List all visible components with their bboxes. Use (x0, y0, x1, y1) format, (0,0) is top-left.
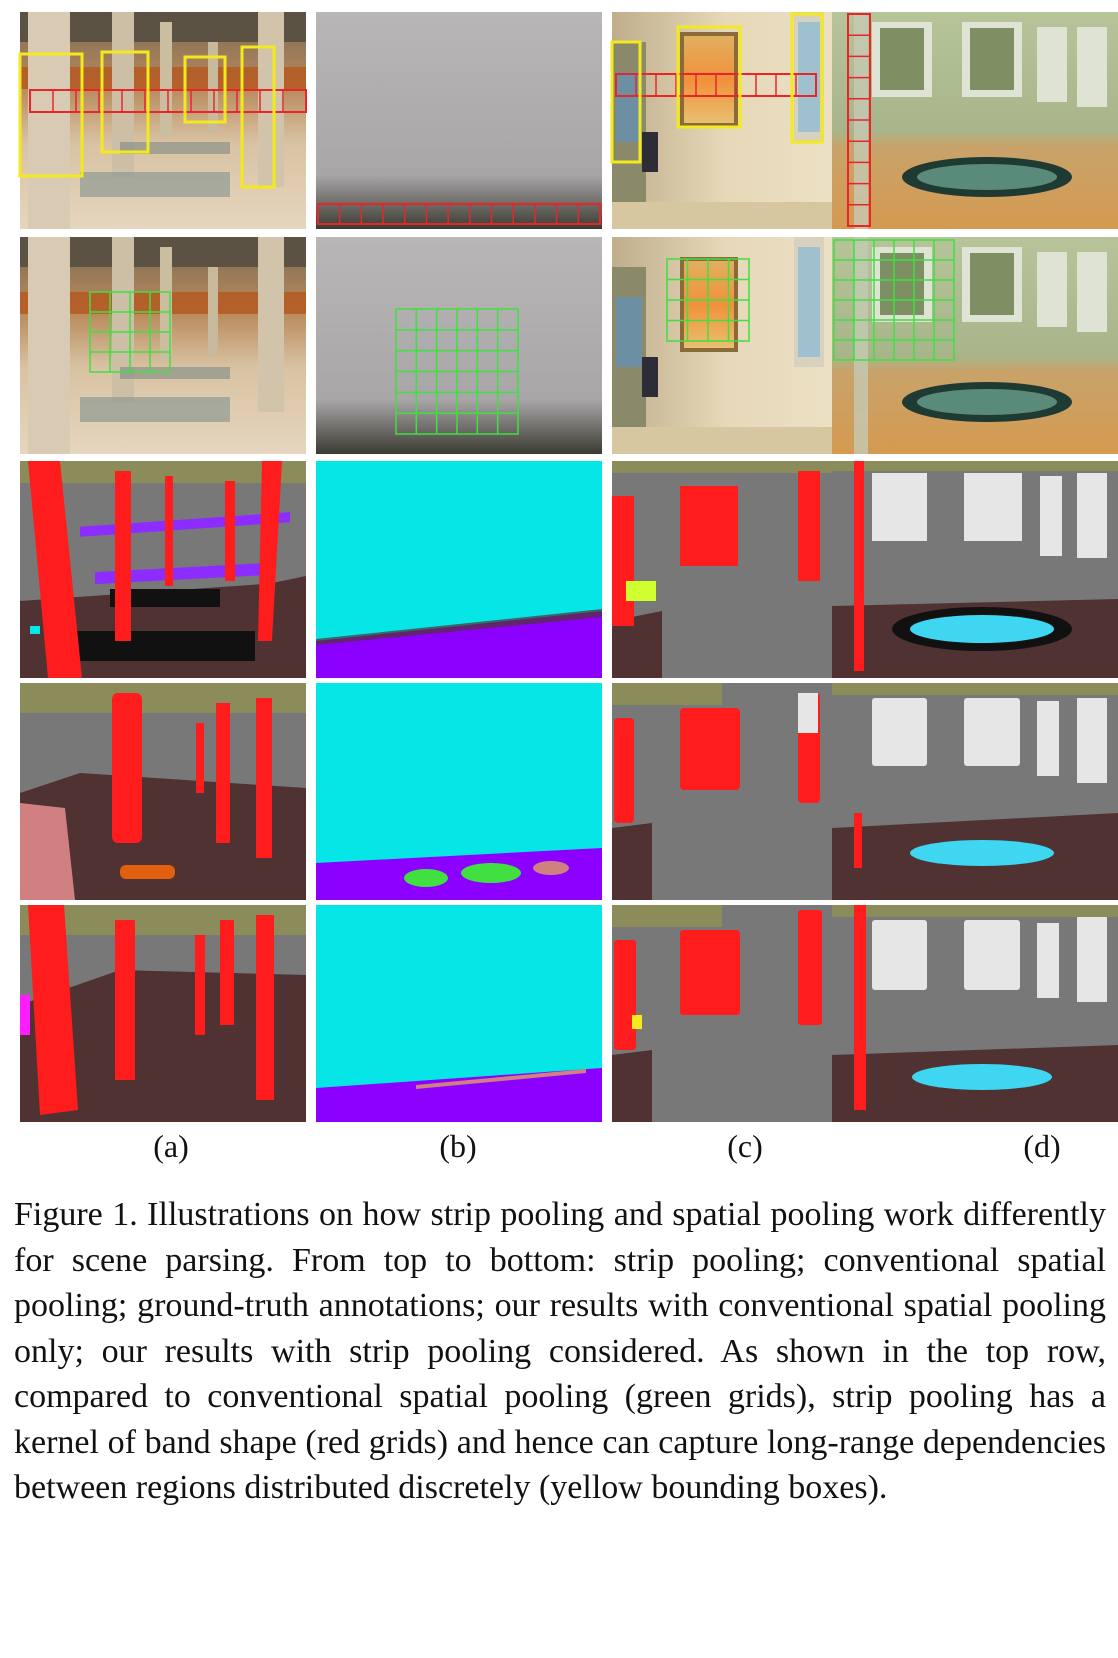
green-spatial-grid (666, 258, 750, 342)
green-spatial-grid (89, 291, 171, 373)
red-strip-grid-cells (635, 74, 797, 96)
panel-d-spatial (832, 237, 1118, 454)
row-strip-result (20, 905, 1118, 1122)
panel-a-spatial (20, 237, 306, 454)
green-spatial-grid (395, 308, 519, 435)
red-strip-grid (317, 203, 601, 225)
panel-d-strip (832, 12, 1118, 229)
panel-a-strip (18, 12, 307, 229)
yellow-bounding-boxes (610, 12, 824, 164)
red-strip-grid-cells (848, 34, 870, 206)
red-strip-grid-cells (338, 204, 580, 224)
green-spatial-grid (833, 239, 955, 361)
yellow-bounding-boxes (18, 45, 276, 189)
panel-b-spatial (316, 237, 602, 454)
caption-text: Illustrations on how strip pooling and s… (14, 1196, 1106, 1506)
panel-c-spatial (612, 237, 898, 454)
column-label-a: (a) (153, 1128, 189, 1164)
row-spatial-result (20, 683, 1118, 900)
figure-number: Figure 1. (14, 1196, 138, 1233)
panel-c-strip (610, 12, 898, 229)
panel-a-strip-result (20, 905, 306, 1122)
column-label-b: (b) (439, 1128, 477, 1164)
panel-d-ground-truth (832, 461, 1118, 678)
column-label-d: (d) (1023, 1128, 1061, 1164)
row-strip-pooling (18, 12, 1118, 229)
panel-b-spatial-result (316, 683, 602, 900)
row-spatial-pooling (20, 237, 1118, 454)
panel-d-spatial-result (832, 683, 1118, 900)
panel-b-strip (316, 12, 602, 229)
panel-d-strip-result (832, 905, 1118, 1122)
panel-a-spatial-result (20, 683, 306, 900)
column-label-c: (c) (727, 1128, 763, 1164)
panel-b-ground-truth (316, 461, 602, 678)
red-strip-grid-cells (52, 90, 284, 112)
panel-b-strip-result (316, 905, 602, 1122)
panel-a-ground-truth (20, 461, 306, 678)
figure-caption: Figure 1. Illustrations on how strip poo… (14, 1192, 1106, 1511)
row-ground-truth (20, 461, 1118, 678)
